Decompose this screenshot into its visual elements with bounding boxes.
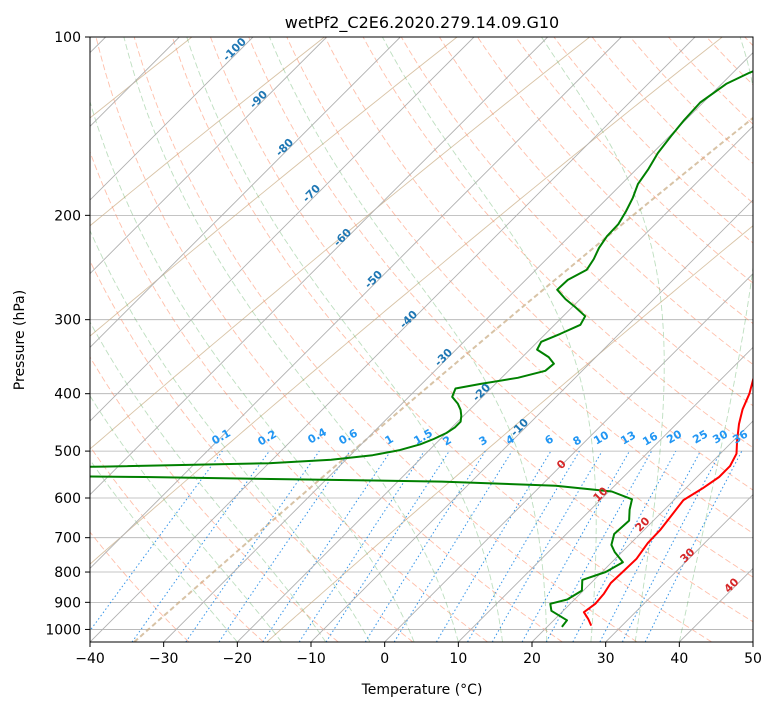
mixing-ratio-line [644,450,743,642]
plot-frame [89,36,754,643]
dry-adiabat [286,37,753,534]
dry-adiabat [324,37,753,491]
moist-adiabat [90,459,238,642]
mixing-ratio-line [262,450,392,642]
x-tick-label: 10 [449,651,467,667]
plot-area: -100-90-80-70-60-50-40-30-20-100.1 0.2 0.4… [90,37,753,642]
mixing-ratio-line [185,450,320,642]
mixing-ratio-line [325,450,450,642]
mixing-ratio-line [218,450,351,642]
mixing-ratio-line [393,450,513,642]
isotherm [605,494,753,642]
y-tick-label: 1000 [45,622,81,638]
x-tick-label: 30 [597,651,615,667]
dry-adiabat [362,37,753,449]
isotherm [90,37,401,348]
isotherm [90,37,548,496]
x-tick-label: −30 [149,651,179,667]
isotherms [90,37,753,642]
x-tick-label: 0 [380,651,389,667]
y-tick-label: 300 [54,313,81,329]
dry-adiabat [400,37,753,407]
isotherm [90,37,696,642]
x-tick-label: −20 [223,651,253,667]
isotherm [458,346,753,642]
mixing-ratio-line [131,450,270,642]
y-tick-label: 800 [54,565,81,581]
y-tick-label: 100 [54,30,81,46]
moist-adiabat [90,100,415,642]
x-tick-label: −10 [296,651,326,667]
dry-adiabat [171,37,712,642]
mixing-ratio-line [298,450,425,642]
y-tick-label: 400 [54,387,81,403]
dry-adiabat [210,37,753,623]
isotherm [310,199,753,642]
extra-curve [133,116,753,642]
mixing-ratio-line [545,450,653,642]
extra-curve [266,225,753,642]
mixing-ratio-line [521,450,630,642]
moist-adiabat [90,229,371,642]
y-tick-label: 600 [54,491,81,507]
dry-adiabat [95,37,563,642]
isotherm [90,37,254,201]
y-tick-label: 200 [54,208,81,224]
isotherm [237,125,753,642]
moist-adiabat [90,395,282,642]
axis-ticks: −40 −30 −20 −10 0 10 20 30 40 50 100 200 300 400 500 60… [45,30,762,667]
dry-adiabat [477,37,753,325]
isotherm [163,52,753,642]
x-tick-label: 40 [670,651,688,667]
dry-adiabat [248,37,753,578]
sounding-series [90,70,753,628]
moist-adiabat [678,37,753,642]
isotherm [90,37,327,275]
pressure-gridlines [90,37,753,630]
mixing-ratio-lines [90,450,743,642]
dry-adiabat [90,259,414,642]
mixing-ratio-line [572,450,677,642]
extra-curve [90,37,458,337]
moist-adiabat [123,37,459,642]
temperature-profile [582,376,753,627]
isotherm [90,37,622,569]
isotherm [531,420,753,642]
moist-adiabats [90,37,753,642]
y-tick-label: 500 [54,444,81,460]
x-tick-label: −40 [75,651,105,667]
isotherm [90,37,475,422]
y-tick-label: 900 [54,595,81,611]
dry-adiabat [90,356,339,642]
mixing-ratio-line [90,450,223,632]
isotherm [384,273,753,642]
y-tick-label: 700 [54,531,81,547]
extra-curve [90,37,591,450]
x-tick-label: 50 [744,651,762,667]
dewpoint-profile [90,70,753,628]
moist-adiabat [382,37,597,642]
x-tick-label: 20 [523,651,541,667]
dry-adiabat [90,150,488,642]
moist-adiabat [541,37,665,642]
moist-adiabat [186,37,503,642]
dry-adiabat [90,531,190,642]
chart-title: wetPf2_C2E6.2020.279.14.09.G10 [285,13,559,33]
y-axis-label: Pressure (hPa) [12,290,28,390]
x-axis-label: Temperature (°C) [361,682,483,698]
